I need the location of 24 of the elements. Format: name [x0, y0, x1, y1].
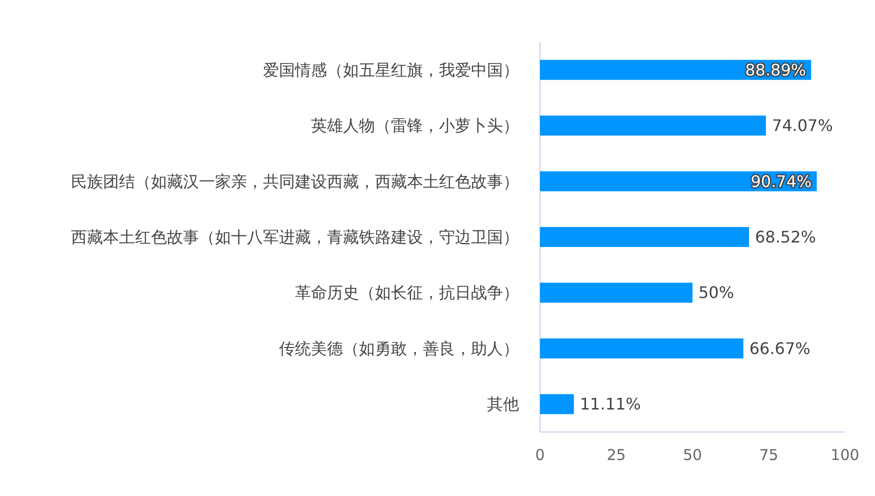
data-label: 68.52%: [754, 228, 816, 246]
y-tick-label: 传统美德（如勇敢，善良，助人）: [279, 338, 519, 358]
data-label: 66.67%: [749, 338, 810, 358]
x-tick-label: 75: [759, 446, 778, 464]
data-label: 50%: [698, 283, 734, 302]
bar: [540, 394, 574, 414]
y-tick-label: 其他: [487, 394, 519, 414]
bar: [540, 116, 766, 136]
x-tick-label: 100: [830, 446, 860, 464]
data-label: 90.74%: [750, 172, 812, 191]
y-tick-label: 爱国情感（如五星红旗，我爱中国）: [263, 60, 519, 80]
x-tick-label: 25: [606, 446, 626, 464]
x-tick-label: 50: [682, 446, 702, 464]
bar: [540, 338, 744, 358]
data-label: 74.07%: [772, 116, 833, 136]
bar: [540, 227, 749, 247]
bar: [540, 282, 692, 303]
y-tick-label: 英雄人物（雷锋，小萝卜头）: [311, 116, 519, 136]
data-label: 88.89%: [745, 60, 806, 80]
y-tick-label: 革命历史（如长征，抗日战争）: [295, 283, 519, 302]
y-tick-label: 西藏本土红色故事（如十八军进藏，青藏铁路建设，守边卫国）: [71, 228, 519, 246]
y-tick-label: 民族团结（如藏汉一家亲，共同建设西藏，西藏本土红色故事）: [71, 172, 519, 191]
x-tick-label: 0: [535, 446, 545, 464]
data-label: 11.11%: [580, 394, 641, 414]
